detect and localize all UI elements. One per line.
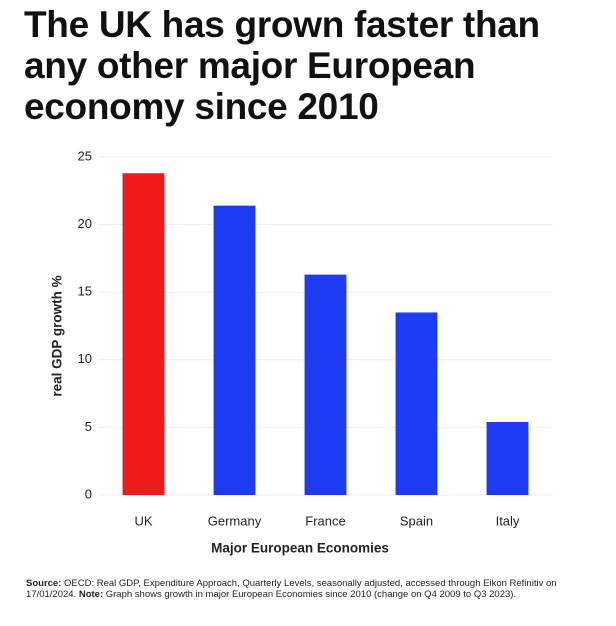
bar [304,274,347,495]
y-tick-label: 20 [78,216,92,231]
y-tick-label: 0 [85,486,92,501]
source: OECD: Real GDP, Expenditure Approach, Qu… [26,578,557,600]
x-axis-label: Major European Economies [211,541,389,556]
y-axis-label: real GDP growth % [50,275,65,396]
x-tick-label: UK [134,513,152,528]
bar [122,173,165,495]
chart: Major European Economies real GDP growth… [50,148,553,556]
footnote: Source: OECD: Real GDP, Expenditure Appr… [26,578,596,600]
chart-title: The UK has grown faster than any other m… [24,4,540,127]
bar [395,312,438,495]
bar [486,421,529,495]
x-tick-label: Spain [400,513,433,528]
x-tick-label: France [305,513,345,528]
bar [213,205,256,495]
y-tick-label: 15 [78,284,92,299]
source-label: Source: [26,578,62,589]
y-tick-label: 10 [78,351,92,366]
note: Graph shows growth in major European Eco… [105,589,517,600]
y-tick-label: 5 [85,419,92,434]
x-tick-label: Italy [496,513,520,528]
y-tick-label: 25 [78,148,92,163]
x-tick-label: Germany [208,513,262,528]
note-label: Note: [78,589,104,600]
